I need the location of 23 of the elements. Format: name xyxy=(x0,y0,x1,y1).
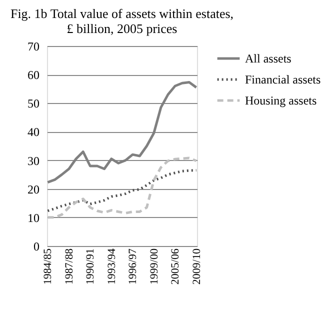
x-tick-label: 1990/91 xyxy=(84,248,97,285)
line-series xyxy=(46,169,198,212)
y-tick-label: 40 xyxy=(28,125,40,140)
line-series xyxy=(46,156,198,219)
x-tick-label: 1996/97 xyxy=(127,248,140,285)
x-tick-label: 2005/06 xyxy=(170,248,182,285)
chart-title: Fig. 1b Total value of assets within estates, £ billion, 2005 prices xyxy=(10,6,234,36)
x-tick-label: 1999/00 xyxy=(148,248,160,285)
line-series xyxy=(46,81,198,184)
x-tick-label: 1993/94 xyxy=(106,248,118,285)
legend-label: Housing assets xyxy=(245,94,317,108)
legend-label: Financial assets xyxy=(245,72,321,86)
y-tick-label: 50 xyxy=(28,96,40,111)
y-tick-label: 0 xyxy=(34,240,40,254)
y-tick-label: 20 xyxy=(28,182,40,196)
x-tick-label: 1987/88 xyxy=(63,248,76,285)
y-tick-label: 10 xyxy=(28,210,40,225)
x-tick-label: 1984/85 xyxy=(42,248,54,285)
legend-label: All assets xyxy=(245,52,292,66)
y-tick-label: 30 xyxy=(28,154,40,168)
x-tick-label: 2009/10 xyxy=(190,248,203,285)
y-tick-label: 60 xyxy=(28,68,40,82)
y-tick-label: 70 xyxy=(28,40,40,54)
